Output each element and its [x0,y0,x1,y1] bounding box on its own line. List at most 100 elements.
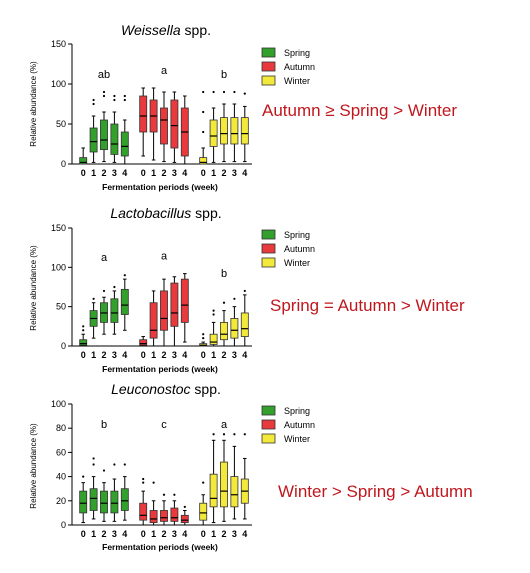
x-tick-label: 3 [112,168,117,178]
outlier-point [102,289,106,293]
legend-label: Spring [284,230,310,240]
panel-title-suffix: spp. [191,381,221,397]
x-tick-label: 1 [211,168,216,178]
y-tick-label: 40 [56,472,66,482]
x-tick-label: 0 [141,529,146,539]
box-winter [199,157,208,165]
outlier-point [243,92,246,95]
x-tick-label: 4 [182,168,187,178]
outlier-point [92,297,95,300]
x-tick-label: 0 [201,529,206,539]
box-winter [220,117,228,145]
outlier-point [102,90,106,94]
x-tick-label: 4 [182,529,187,539]
box-spring [120,288,129,315]
x-tick-label: 3 [112,529,117,539]
box-spring [79,490,88,514]
y-tick-label: 50 [56,302,66,312]
legend-swatch-spring [261,405,276,416]
outlier-point [162,493,166,496]
panel-title-genus: Weissella [121,22,181,38]
significance-letter: c [161,419,167,431]
outlier-point [233,90,236,94]
x-tick-label: 2 [161,529,166,539]
x-tick-label: 2 [161,168,166,178]
legend-swatch-autumn [261,61,276,72]
x-tick-label: 3 [172,168,177,178]
box-autumn [139,339,148,346]
x-tick-label: 2 [221,529,226,539]
comparison-annotation: Winter > Spring > Autumn [278,482,473,501]
outlier-point [82,329,85,332]
legend-label: Winter [284,258,310,268]
comparison-annotation: Spring = Autumn > Winter [270,296,465,315]
legend-label: Spring [284,48,310,58]
x-tick-label: 2 [161,350,166,360]
x-tick-label: 1 [211,350,216,360]
y-axis-label: Relative abundance (%) [29,423,38,509]
outlier-point [92,463,95,466]
outlier-point [113,98,116,102]
x-tick-label: 4 [242,529,247,539]
box-winter [230,318,239,339]
panel-lactobacillus: Lactobacillus spp. Relative abundance (%… [29,205,465,374]
panel-title-suffix: spp. [181,22,211,38]
outlier-point [222,433,226,436]
box-spring [100,119,108,151]
box-autumn [170,507,179,522]
outlier-point [82,325,85,328]
x-tick-label: 1 [91,168,96,178]
outlier-point [222,90,226,94]
outlier-point [123,98,126,102]
y-tick-label: 80 [56,423,66,433]
panel-title-genus: Lactobacillus [110,205,191,221]
x-tick-label: 1 [211,529,216,539]
box-winter [220,461,228,508]
outlier-point [102,94,106,98]
y-tick-label: 150 [51,39,66,49]
legend-label: Winter [284,76,310,86]
box-spring [89,127,98,153]
box-winter [220,321,228,341]
box-autumn [170,282,179,327]
comparison-annotation: Autumn ≥ Spring > Winter [262,101,457,120]
y-tick-label: 100 [51,399,66,409]
box-autumn [139,95,148,133]
box-spring [79,157,88,165]
significance-letter: a [161,251,168,263]
x-tick-label: 1 [91,350,96,360]
x-tick-label: 0 [81,529,86,539]
legend-swatch-spring [261,47,276,58]
significance-letter: a [161,65,168,77]
x-tick-label: 2 [221,350,226,360]
significance-letter: a [221,419,228,431]
outlier-point [113,94,116,98]
x-tick-label: 3 [232,168,237,178]
x-tick-label: 1 [151,168,156,178]
legend-swatch-autumn [261,243,276,254]
legend-swatch-autumn [261,419,276,430]
x-tick-label: 4 [242,168,247,178]
outlier-point [233,297,236,300]
box-winter [230,476,239,508]
x-tick-label: 2 [221,168,226,178]
outlier-point [92,457,95,460]
box-spring [100,490,108,514]
box-autumn [170,99,179,149]
outlier-point [173,493,176,496]
legend-swatch-spring [261,229,276,240]
x-tick-label: 2 [101,350,106,360]
x-tick-label: 2 [101,529,106,539]
box-autumn [160,290,168,331]
outlier-point [202,110,205,114]
x-axis-label: Fermentation periods (week) [102,182,218,192]
legend-label: Autumn [284,62,315,72]
y-axis-label: Relative abundance (%) [29,61,38,147]
y-tick-label: 50 [56,119,66,129]
x-tick-label: 1 [151,350,156,360]
x-tick-label: 4 [182,350,187,360]
